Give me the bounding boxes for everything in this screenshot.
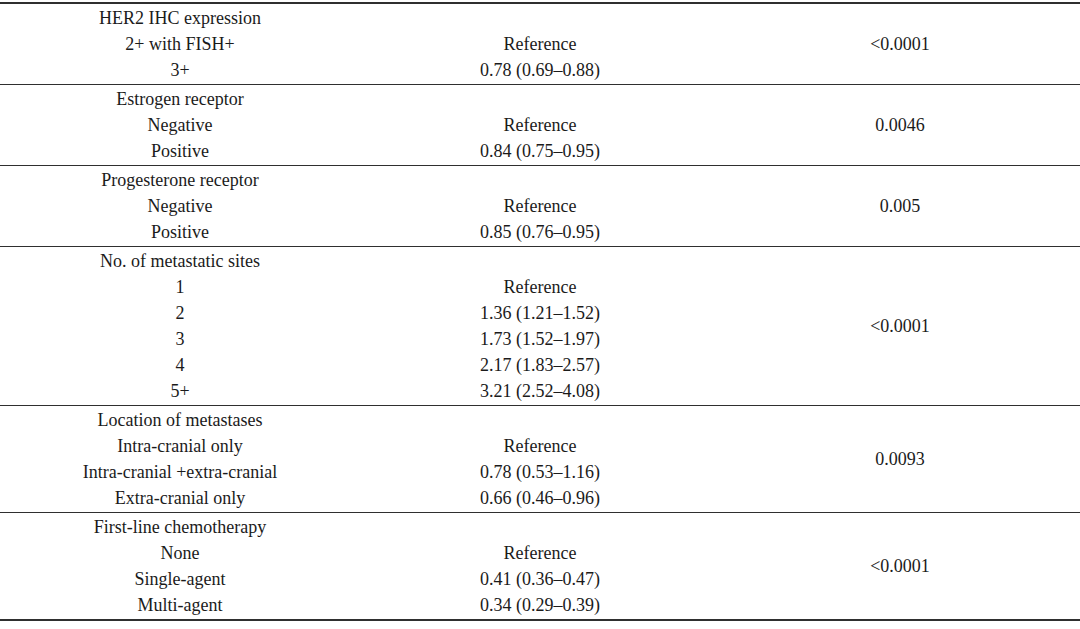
value-spacer	[360, 407, 720, 433]
pvalue-column: <0.0001	[720, 5, 1080, 83]
value-spacer	[360, 248, 720, 274]
row-value: Reference	[360, 112, 720, 138]
label-column: Location of metastases Intra-cranial onl…	[0, 407, 360, 511]
row-label: 2	[0, 300, 360, 326]
row-value: 0.78 (0.69–0.88)	[360, 57, 720, 83]
value-spacer	[360, 86, 720, 112]
pvalue-column: 0.0093	[720, 407, 1080, 511]
value-column: Reference 0.78 (0.69–0.88)	[360, 5, 720, 83]
table-section-her2: HER2 IHC expression 2+ with FISH+ 3+ Ref…	[0, 4, 1080, 84]
row-value: 0.41 (0.36–0.47)	[360, 566, 720, 592]
p-value: <0.0001	[870, 313, 930, 339]
value-column: Reference 0.84 (0.75–0.95)	[360, 86, 720, 164]
value-column: Reference 0.41 (0.36–0.47) 0.34 (0.29–0.…	[360, 514, 720, 618]
row-value: 3.21 (2.52–4.08)	[360, 378, 720, 404]
pvalue-column: <0.0001	[720, 514, 1080, 618]
p-value: 0.0093	[875, 446, 925, 472]
section-header: HER2 IHC expression	[0, 5, 360, 31]
row-value: Reference	[360, 274, 720, 300]
row-label: Single-agent	[0, 566, 360, 592]
section-header: Progesterone receptor	[0, 167, 360, 193]
value-spacer	[360, 514, 720, 540]
p-value: 0.0046	[875, 112, 925, 138]
row-label: Intra-cranial +extra-cranial	[0, 459, 360, 485]
row-label: Positive	[0, 219, 360, 245]
row-label: Negative	[0, 193, 360, 219]
row-label: 5+	[0, 378, 360, 404]
row-value: 1.73 (1.52–1.97)	[360, 326, 720, 352]
pvalue-column: 0.0046	[720, 86, 1080, 164]
pvalue-column: 0.005	[720, 167, 1080, 245]
row-label: Positive	[0, 138, 360, 164]
table-section-progesterone: Progesterone receptor Negative Positive …	[0, 165, 1080, 246]
value-column: Reference 0.85 (0.76–0.95)	[360, 167, 720, 245]
p-value: 0.005	[880, 193, 921, 219]
table-section-metastases-location: Location of metastases Intra-cranial onl…	[0, 405, 1080, 512]
value-spacer	[360, 167, 720, 193]
row-value: 0.78 (0.53–1.16)	[360, 459, 720, 485]
row-label: Multi-agent	[0, 592, 360, 618]
label-column: HER2 IHC expression 2+ with FISH+ 3+	[0, 5, 360, 83]
row-label: 1	[0, 274, 360, 300]
value-column: Reference 1.36 (1.21–1.52) 1.73 (1.52–1.…	[360, 248, 720, 404]
p-value: <0.0001	[870, 553, 930, 579]
row-label: None	[0, 540, 360, 566]
section-header: No. of metastatic sites	[0, 248, 360, 274]
row-label: Negative	[0, 112, 360, 138]
row-label: 3	[0, 326, 360, 352]
section-header: Estrogen receptor	[0, 86, 360, 112]
row-value: 2.17 (1.83–2.57)	[360, 352, 720, 378]
row-value: 0.66 (0.46–0.96)	[360, 485, 720, 511]
label-column: Progesterone receptor Negative Positive	[0, 167, 360, 245]
label-column: No. of metastatic sites 1 2 3 4 5+	[0, 248, 360, 404]
p-value: <0.0001	[870, 31, 930, 57]
row-label: Extra-cranial only	[0, 485, 360, 511]
row-value: Reference	[360, 193, 720, 219]
row-value: Reference	[360, 31, 720, 57]
table-section-chemotherapy: First-line chemotherapy None Single-agen…	[0, 512, 1080, 619]
statistics-table: HER2 IHC expression 2+ with FISH+ 3+ Ref…	[0, 2, 1080, 621]
section-header: Location of metastases	[0, 407, 360, 433]
section-header: First-line chemotherapy	[0, 514, 360, 540]
row-value: Reference	[360, 433, 720, 459]
label-column: First-line chemotherapy None Single-agen…	[0, 514, 360, 618]
table-section-estrogen: Estrogen receptor Negative Positive Refe…	[0, 84, 1080, 165]
row-label: Intra-cranial only	[0, 433, 360, 459]
pvalue-column: <0.0001	[720, 248, 1080, 404]
value-spacer	[360, 5, 720, 31]
row-value: 0.34 (0.29–0.39)	[360, 592, 720, 618]
row-value: 1.36 (1.21–1.52)	[360, 300, 720, 326]
label-column: Estrogen receptor Negative Positive	[0, 86, 360, 164]
row-label: 2+ with FISH+	[0, 31, 360, 57]
value-column: Reference 0.78 (0.53–1.16) 0.66 (0.46–0.…	[360, 407, 720, 511]
row-value: 0.84 (0.75–0.95)	[360, 138, 720, 164]
row-value: Reference	[360, 540, 720, 566]
table-section-metastatic-sites: No. of metastatic sites 1 2 3 4 5+ Refer…	[0, 246, 1080, 405]
row-label: 3+	[0, 57, 360, 83]
row-value: 0.85 (0.76–0.95)	[360, 219, 720, 245]
row-label: 4	[0, 352, 360, 378]
